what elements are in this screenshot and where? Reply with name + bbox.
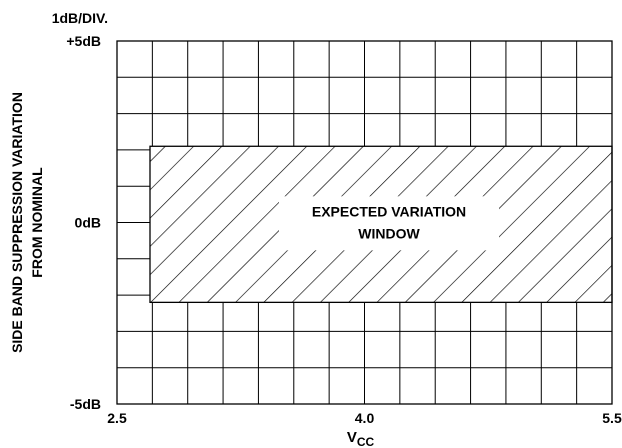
x-axis-label-subscript: CC — [357, 435, 375, 448]
region-label: EXPECTED VARIATION — [312, 203, 466, 219]
x-tick-label: 2.5 — [107, 410, 127, 426]
region-label: WINDOW — [358, 225, 420, 241]
y-tick-label: -5dB — [70, 396, 101, 412]
text-layer: EXPECTED VARIATION WINDOW +5dB 0dB -5dB 1dB/D… — [9, 10, 622, 448]
plot-frame — [116, 40, 613, 405]
y-axis-label: SIDE BAND SUPPRESSION VARIATION — [9, 92, 25, 353]
scale-note: 1dB/DIV. — [52, 10, 108, 26]
y-axis-label: FROM NOMINAL — [29, 167, 45, 278]
y-tick-label: +5dB — [66, 33, 101, 49]
x-tick-label: 5.5 — [602, 410, 622, 426]
y-tick-label: 0dB — [75, 215, 101, 231]
region-label-box — [279, 196, 499, 251]
region-layer — [149, 145, 613, 304]
x-tick-label: 4.0 — [355, 410, 375, 426]
x-axis-label: VCC — [347, 429, 375, 448]
